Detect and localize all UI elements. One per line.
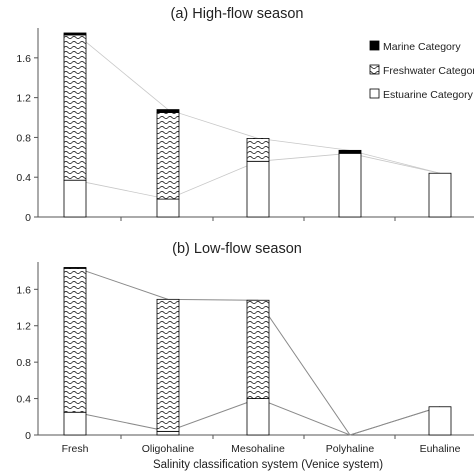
legend-item-estuarine: Estuarine Category <box>369 88 474 101</box>
bar-freshwater <box>63 34 87 181</box>
y-tick-label: 0 <box>25 212 31 224</box>
bar-estuarine <box>428 406 452 436</box>
x-tick-label: Fresh <box>62 443 89 455</box>
y-tick-label: 0.8 <box>16 357 31 369</box>
legend-swatch-marine <box>369 40 380 51</box>
y-tick-label: 1.2 <box>16 321 31 333</box>
legend-item-freshwater: Freshwater Category <box>369 64 474 77</box>
bar-estuarine <box>63 179 87 218</box>
bar-estuarine <box>156 430 180 436</box>
bar-estuarine <box>428 172 452 218</box>
y-tick-label: 1.6 <box>16 284 31 296</box>
bar-marine <box>63 267 87 269</box>
legend-label-estuarine: Estuarine Category <box>383 89 474 101</box>
y-tick-label: 0.4 <box>16 172 31 184</box>
x-axis-label: Salinity classification system (Venice s… <box>153 459 383 471</box>
bar-estuarine <box>156 198 180 218</box>
x-tick-label: Mesohaline <box>231 443 285 455</box>
bar-marine <box>63 32 87 36</box>
y-tick-label: 0.8 <box>16 132 31 144</box>
bar-estuarine <box>246 160 270 218</box>
chart-b-plot: 0 0.4 0.8 1.2 1.6 Fresh Oligohaline Mesohaline P… <box>16 262 474 455</box>
y-tick-label: 1.6 <box>16 53 31 65</box>
chart-b-title: (b) Low-flow season <box>172 241 302 257</box>
bar-freshwater <box>156 112 180 200</box>
chart-a-legend: Marine Category Freshwater Category Estu… <box>369 40 474 101</box>
bar-freshwater <box>246 299 270 399</box>
bar-estuarine <box>338 152 362 218</box>
legend-label-marine: Marine Category <box>383 41 461 53</box>
y-tick-label: 0 <box>25 430 31 442</box>
bar-freshwater <box>63 267 87 413</box>
chart-a-plot: 0 0.4 0.8 1.2 1.6 <box>16 28 474 224</box>
bar-freshwater <box>156 298 180 432</box>
bar-estuarine <box>246 398 270 436</box>
legend-swatch-freshwater <box>369 64 380 75</box>
x-tick-label: Oligohaline <box>142 443 195 455</box>
bar-marine <box>338 149 362 154</box>
y-tick-label: 1.2 <box>16 93 31 105</box>
chart-a-title: (a) High-flow season <box>171 6 304 22</box>
legend-label-freshwater: Freshwater Category <box>383 65 474 77</box>
legend-item-marine: Marine Category <box>369 40 461 53</box>
y-tick-label: 0.4 <box>16 394 31 406</box>
bar-marine <box>156 109 180 113</box>
bar-freshwater <box>246 138 270 162</box>
x-tick-label: Euhaline <box>420 443 461 455</box>
bar-estuarine <box>63 411 87 436</box>
legend-swatch-estuarine <box>369 88 380 99</box>
x-tick-label: Polyhaline <box>326 443 375 455</box>
